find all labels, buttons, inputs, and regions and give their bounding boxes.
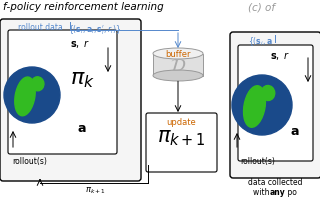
FancyBboxPatch shape	[0, 19, 141, 181]
Text: po: po	[285, 188, 297, 197]
Text: $\{(\mathbf{s}_i, \mathbf{a}_i, \mathbf{s}_i^{\prime}, r_i)\}$: $\{(\mathbf{s}_i, \mathbf{a}_i, \mathbf{…	[68, 23, 121, 37]
Text: with: with	[253, 188, 272, 197]
FancyBboxPatch shape	[8, 30, 117, 154]
Text: $\pi_{k+1}$: $\pi_{k+1}$	[157, 128, 206, 148]
Text: data collected: data collected	[248, 178, 302, 187]
Text: $\mathbf{s},\ r$: $\mathbf{s},\ r$	[270, 50, 291, 62]
Text: rollout data: rollout data	[18, 23, 63, 32]
Text: $\pi_{k+1}$: $\pi_{k+1}$	[84, 185, 105, 196]
Circle shape	[4, 67, 60, 123]
FancyBboxPatch shape	[146, 113, 217, 172]
Text: update: update	[167, 118, 196, 127]
Text: buffer: buffer	[165, 50, 191, 59]
Text: any: any	[270, 188, 286, 197]
Text: $\pi_k$: $\pi_k$	[69, 68, 94, 90]
Text: $\mathbf{s},\ r$: $\mathbf{s},\ r$	[70, 38, 91, 50]
Ellipse shape	[15, 77, 35, 116]
Text: $\{(\mathbf{s}_i, \mathbf{a}$: $\{(\mathbf{s}_i, \mathbf{a}$	[248, 35, 273, 48]
FancyBboxPatch shape	[230, 32, 320, 178]
Bar	[153, 54, 203, 76]
Text: rollout(s): rollout(s)	[240, 157, 275, 166]
Ellipse shape	[244, 86, 266, 127]
Text: (c) of: (c) of	[248, 2, 275, 12]
FancyBboxPatch shape	[238, 45, 313, 161]
Text: f-policy reinforcement learning: f-policy reinforcement learning	[3, 2, 164, 12]
Text: rollout(s): rollout(s)	[12, 157, 47, 166]
Circle shape	[232, 75, 292, 135]
Text: $\mathbf{a}$: $\mathbf{a}$	[290, 125, 300, 138]
Text: $\mathbf{a}$: $\mathbf{a}$	[77, 122, 87, 135]
Ellipse shape	[153, 48, 203, 59]
Ellipse shape	[153, 70, 203, 81]
Ellipse shape	[31, 77, 44, 91]
Ellipse shape	[261, 86, 275, 101]
Text: $\mathcal{D}$: $\mathcal{D}$	[170, 57, 186, 75]
